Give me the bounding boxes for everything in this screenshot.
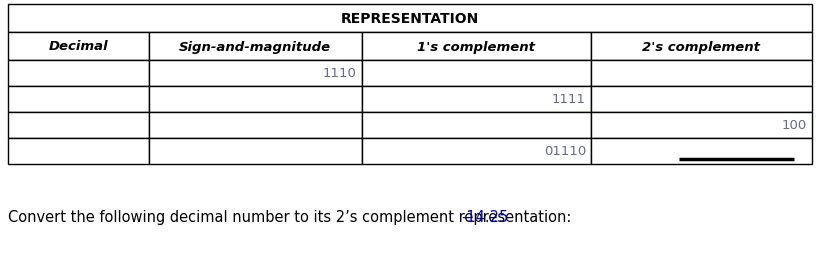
Bar <box>590 138 811 164</box>
Text: REPRESENTATION: REPRESENTATION <box>341 12 478 26</box>
Text: 01110: 01110 <box>543 145 586 158</box>
Bar <box>590 33 811 61</box>
Text: 100: 100 <box>781 119 806 132</box>
Text: Convert the following decimal number to its 2’s complement representation:: Convert the following decimal number to … <box>8 209 575 224</box>
Bar <box>590 61 811 87</box>
Text: 2's complement: 2's complement <box>641 40 759 53</box>
Bar <box>8 138 148 164</box>
Bar <box>8 61 148 87</box>
Bar <box>361 87 590 113</box>
Bar <box>148 138 361 164</box>
Text: -14.25: -14.25 <box>461 209 509 224</box>
Bar <box>148 87 361 113</box>
Text: Sign-and-magnitude: Sign-and-magnitude <box>179 40 331 53</box>
Bar <box>8 5 811 33</box>
Bar <box>361 61 590 87</box>
Text: Decimal: Decimal <box>48 40 108 53</box>
Bar <box>590 87 811 113</box>
Bar <box>590 113 811 138</box>
Text: 1111: 1111 <box>551 93 586 106</box>
Bar <box>361 138 590 164</box>
Bar <box>361 113 590 138</box>
Bar <box>148 61 361 87</box>
Text: 1110: 1110 <box>323 67 356 80</box>
Text: 1's complement: 1's complement <box>417 40 535 53</box>
Bar <box>148 33 361 61</box>
Bar <box>361 33 590 61</box>
Bar <box>148 113 361 138</box>
Bar <box>8 33 148 61</box>
Bar <box>8 87 148 113</box>
Bar <box>8 113 148 138</box>
